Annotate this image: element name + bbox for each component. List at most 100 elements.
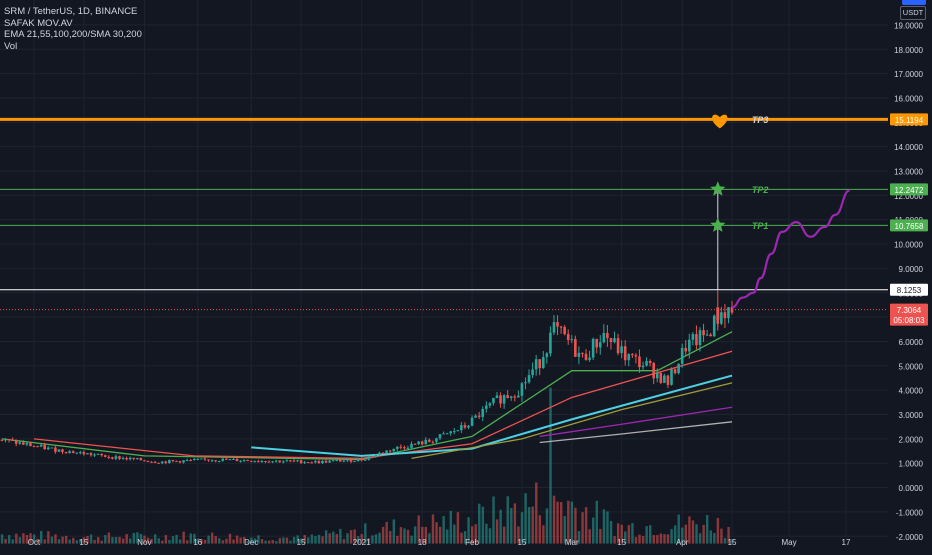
candle-body [114, 456, 118, 459]
volume-bar [431, 514, 435, 544]
candle-body [691, 334, 695, 340]
volume-bar [720, 528, 723, 544]
volume-bar [353, 529, 356, 544]
volume-bar [7, 535, 11, 544]
candle-body [670, 369, 673, 385]
volume-bar [193, 533, 196, 544]
volume-bar [132, 532, 136, 544]
volume-bar [410, 535, 413, 544]
candle-body [566, 334, 570, 341]
legend-indicator-ema[interactable]: EMA 21,55,100,200/SMA 30,200 [4, 29, 142, 40]
candle-body [32, 446, 36, 448]
candle-body [253, 461, 257, 463]
volume-bar [246, 541, 249, 544]
volume-bar [531, 506, 534, 544]
candle-body [581, 352, 584, 354]
candle-body [431, 441, 435, 443]
candle-body [623, 346, 627, 361]
candle-body [68, 451, 71, 454]
candle-body [474, 415, 477, 418]
candle-body [631, 354, 634, 356]
candle-body [720, 312, 723, 324]
candle-body [420, 441, 424, 445]
candle-body [14, 440, 18, 444]
volume-bar [510, 508, 513, 544]
candle-body [278, 460, 282, 463]
candle-body [663, 375, 666, 383]
x-tick-label: 15 [728, 538, 737, 547]
candle-body [595, 338, 599, 348]
volume-bar [681, 527, 684, 544]
volume-bar [321, 536, 324, 544]
candle-body [524, 382, 527, 384]
volume-bar [392, 519, 396, 544]
candle-body [210, 460, 214, 462]
candle-body [331, 460, 335, 462]
volume-bar [324, 530, 328, 544]
volume-bar [723, 538, 727, 544]
volume-bar [638, 534, 641, 544]
legend-indicator-safak[interactable]: SAFAK MOV.AV [4, 17, 73, 29]
volume-bar [139, 533, 143, 544]
volume-bar [129, 538, 132, 544]
volume-bar [488, 528, 492, 544]
volume-bar [79, 539, 82, 544]
candle-body [314, 461, 317, 463]
candle-body [36, 446, 39, 448]
candle-body [43, 444, 46, 450]
volume-bar [360, 534, 363, 544]
candle-body [143, 460, 146, 462]
x-tick-label: May [781, 538, 796, 547]
candle-body [232, 458, 235, 460]
x-tick-label: 2021 [353, 538, 371, 547]
x-tick-label: Feb [465, 538, 479, 547]
volume-bar [346, 533, 349, 544]
axis-currency-button[interactable]: USDT [900, 6, 926, 20]
y-tick-label: -2.0000 [896, 533, 924, 542]
candle-body [602, 333, 606, 343]
candle-body [513, 396, 517, 398]
candle-body [388, 450, 392, 452]
volume-bar [218, 538, 221, 544]
candle-body [71, 451, 75, 454]
volume-bar [111, 537, 114, 544]
candle-body [392, 448, 396, 452]
volume-bar [666, 534, 670, 544]
candle-body [574, 339, 577, 357]
volume-bar [396, 535, 399, 544]
candle-body [281, 461, 285, 463]
candle-body [531, 369, 534, 376]
volume-bar [702, 524, 705, 544]
candle-body [463, 425, 467, 428]
volume-bar [317, 534, 321, 544]
volume-bar [727, 527, 730, 544]
volume-bar [634, 537, 638, 544]
y-tick-label: 9.0000 [899, 265, 924, 274]
chart-legend: SRM / TetherUS, 1D, BINANCE SAFAK MOV.AV… [4, 6, 142, 52]
candle-body [139, 458, 143, 461]
candle-body [160, 461, 164, 464]
candle-body [399, 446, 403, 448]
candle-body [207, 459, 210, 461]
volume-bar [584, 507, 588, 544]
volume-bar [143, 535, 146, 544]
candle-body [75, 452, 79, 454]
volume-bar [428, 533, 431, 544]
y-tick-label: 17.0000 [894, 70, 923, 79]
volume-bar [506, 496, 509, 544]
legend-indicator-volume[interactable]: Vol [4, 40, 18, 52]
candle-body [135, 458, 139, 460]
candle-body [606, 333, 609, 339]
volume-bar [72, 537, 75, 544]
candle-body [22, 442, 25, 445]
volume-bar [574, 507, 577, 544]
candle-body [449, 431, 452, 434]
legend-symbol[interactable]: SRM / TetherUS, 1D, BINANCE [4, 6, 138, 17]
candle-body [242, 460, 246, 462]
candle-body [613, 338, 616, 343]
candle-body [481, 408, 485, 417]
level-label-tp2: TP2 [752, 185, 769, 195]
candle-body [235, 458, 239, 462]
